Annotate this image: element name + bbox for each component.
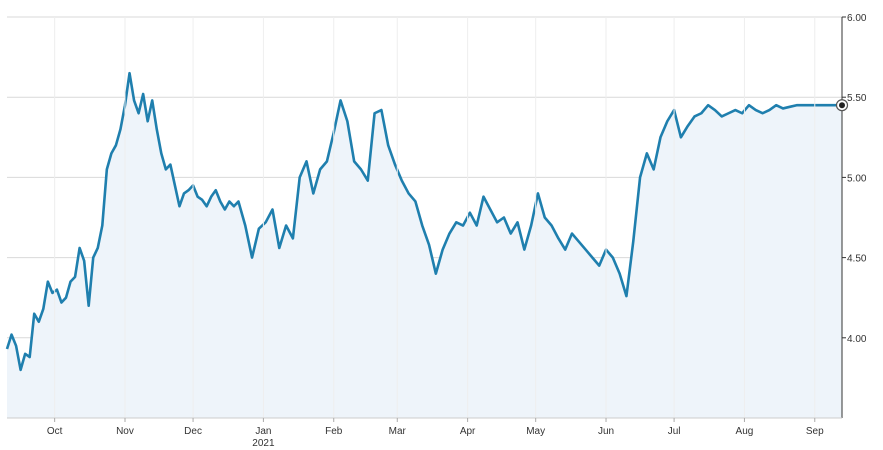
y-tick-label-1: 4.50 xyxy=(847,254,867,265)
y-axis-ticks: 4.00 4.50 5.00 5.50 6.00 xyxy=(842,13,867,345)
x-tick-label-7: May xyxy=(526,426,545,437)
x-grid xyxy=(54,17,816,418)
y-tick-label-4: 6.00 xyxy=(847,13,867,24)
x-tick-label-4: Feb xyxy=(325,426,343,437)
series-line xyxy=(5,71,842,372)
x-axis-ticks: Oct Nov Dec Jan Feb Mar Apr May Jun Jul Aug Sep xyxy=(47,418,824,437)
last-point-dot xyxy=(839,102,845,109)
x-year-label: 2021 xyxy=(252,438,275,449)
x-tick-label-8: Jun xyxy=(598,426,614,437)
x-tick-label-5: Mar xyxy=(389,426,407,437)
x-tick-label-0: Oct xyxy=(47,426,63,437)
x-tick-label-3: Jan xyxy=(255,426,271,437)
y-tick-label-2: 5.00 xyxy=(847,173,867,184)
x-tick-label-2: Dec xyxy=(184,426,202,437)
y-tick-label-0: 4.00 xyxy=(847,334,867,345)
series-area-fill xyxy=(7,73,842,418)
x-tick-label-11: Sep xyxy=(806,426,824,437)
x-tick-label-9: Jul xyxy=(668,426,681,437)
x-tick-label-6: Apr xyxy=(460,426,476,437)
last-point-marker[interactable] xyxy=(835,99,849,112)
x-tick-label-1: Nov xyxy=(116,426,134,437)
y-tick-label-3: 5.50 xyxy=(847,93,867,104)
x-tick-label-10: Aug xyxy=(736,426,754,437)
